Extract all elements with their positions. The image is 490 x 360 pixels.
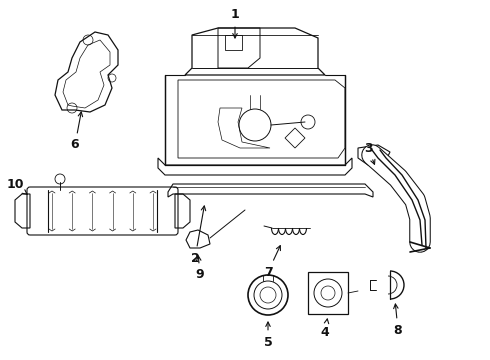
Text: 10: 10 <box>6 179 27 194</box>
Text: 2: 2 <box>191 206 206 265</box>
Text: 4: 4 <box>320 319 329 338</box>
Text: 9: 9 <box>196 256 204 282</box>
Text: 7: 7 <box>264 246 280 279</box>
Text: 8: 8 <box>393 304 402 337</box>
Text: 1: 1 <box>231 9 240 38</box>
Text: 6: 6 <box>71 112 83 152</box>
Text: 3: 3 <box>364 141 375 164</box>
Text: 5: 5 <box>264 322 272 348</box>
